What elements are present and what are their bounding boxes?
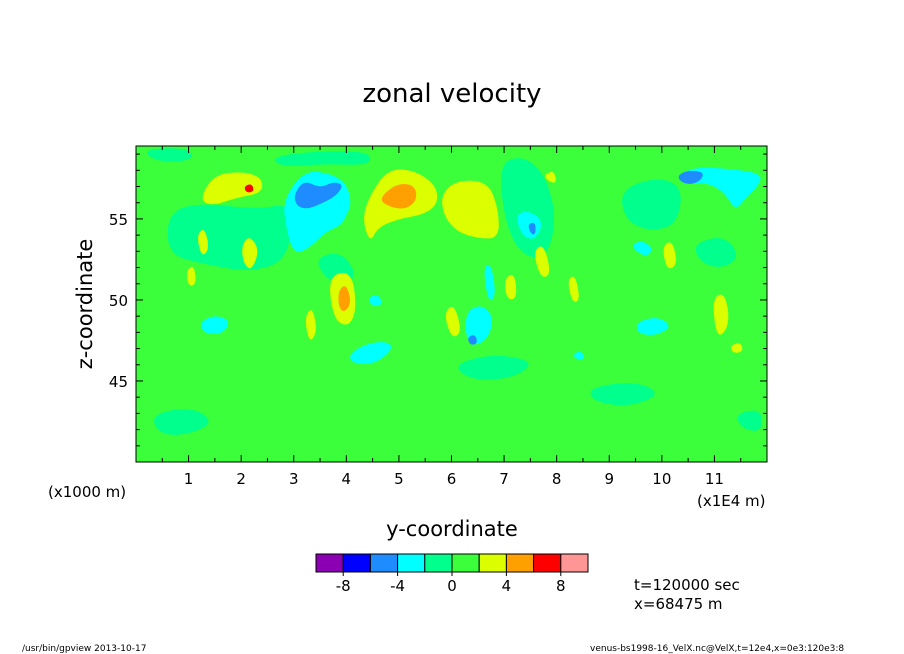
contour-region-cyan	[201, 316, 228, 334]
x-tick-label: 11	[705, 470, 724, 488]
colorbar-swatch	[533, 553, 562, 573]
contour-region-blue	[468, 335, 477, 345]
run-time-text: t=120000 sec	[634, 576, 740, 594]
colorbar-swatch	[397, 553, 426, 573]
x-tick-label: 8	[552, 470, 562, 488]
contour-region-teal	[501, 158, 555, 258]
contour-region-yellow	[202, 172, 263, 205]
y-axis-ticks: 45 50 55	[109, 153, 767, 463]
contour-region-yellow	[731, 343, 743, 353]
contour-region-teal	[147, 148, 192, 162]
x-scale-note: (x1000 m)	[48, 483, 126, 501]
x-tick-label: 6	[447, 470, 457, 488]
contour-region-blue	[678, 170, 703, 184]
chart-title: zonal velocity	[362, 79, 541, 109]
contour-region-yellow	[445, 306, 460, 337]
colorbar-swatch	[451, 553, 480, 573]
x-tick-label: 1	[184, 470, 194, 488]
contour-region-yellow	[663, 242, 676, 269]
contour-region-orange	[338, 286, 351, 311]
contour-region-yellow	[186, 266, 196, 286]
contour-region-teal	[167, 204, 292, 270]
colorbar-label: 0	[447, 577, 457, 595]
contour-region-teal	[458, 355, 529, 380]
contour-region-cyan	[369, 295, 382, 306]
y-axis-label: z-coordinate	[73, 239, 97, 370]
y-tick-label: 55	[109, 211, 128, 229]
colorbar-swatch	[424, 553, 453, 573]
run-xpos-text: x=68475 m	[634, 595, 723, 613]
contour-region-yellow	[713, 294, 729, 335]
contour-region-teal	[622, 179, 681, 230]
contour-region-cyan	[350, 342, 391, 365]
contour-region-cyan	[574, 351, 585, 360]
footer-right: venus-bs1998-16_VelX.nc@VelX,t=12e4,x=0e…	[590, 644, 844, 654]
contour-region-yellow	[305, 310, 316, 340]
contour-region-cyan	[465, 306, 492, 345]
x-tick-label: 7	[499, 470, 509, 488]
contour-region-yellow	[198, 229, 209, 255]
x-tick-label: 9	[604, 470, 614, 488]
contour-region-yellow	[242, 238, 258, 269]
y-tick-label: 50	[109, 292, 128, 310]
colorbar-swatch	[505, 553, 535, 573]
x-unit-note: (x1E4 m)	[697, 492, 766, 510]
contour-fields	[147, 148, 762, 435]
contour-region-red	[244, 184, 254, 193]
contour-region-blue	[528, 222, 536, 235]
contour-region-teal	[737, 410, 762, 431]
contour-region-cyan	[636, 318, 669, 335]
x-tick-label: 3	[289, 470, 299, 488]
contour-region-yellow	[568, 276, 579, 302]
contour-region-teal	[590, 383, 655, 406]
contour-region-cyan	[633, 241, 652, 256]
x-axis-label: y-coordinate	[386, 517, 518, 541]
contour-region-yellow	[535, 246, 550, 277]
y-tick-label: 45	[109, 373, 128, 391]
colorbar-swatch	[315, 553, 344, 573]
contour-region-blue	[294, 182, 342, 209]
colorbar-label: -4	[390, 577, 405, 595]
colorbar-label: 8	[556, 577, 566, 595]
x-tick-label: 10	[652, 470, 671, 488]
x-axis-ticks: 1 2 3 4 5 6 7 8 9 10 11	[135, 146, 768, 488]
colorbar: -8 -4 0 4 8	[315, 553, 589, 595]
contour-region-cyan	[484, 264, 495, 300]
x-tick-label: 2	[236, 470, 246, 488]
colorbar-label: -8	[336, 577, 351, 595]
colorbar-swatch	[342, 553, 371, 573]
contour-region-teal	[154, 409, 209, 435]
contour-region-orange	[381, 184, 417, 209]
x-tick-label: 4	[342, 470, 352, 488]
colorbar-swatch	[560, 553, 589, 573]
x-tick-label: 5	[394, 470, 404, 488]
contour-region-teal	[275, 151, 371, 166]
contour-region-yellow	[505, 274, 517, 300]
colorbar-label: 4	[502, 577, 512, 595]
colorbar-swatch	[369, 553, 399, 573]
contour-region-yellow	[442, 180, 499, 239]
colorbar-swatch	[478, 553, 507, 573]
contour-region-yellow	[545, 172, 556, 183]
contour-region-teal	[695, 238, 737, 267]
footer-left: /usr/bin/gpview 2013-10-17	[22, 644, 146, 654]
